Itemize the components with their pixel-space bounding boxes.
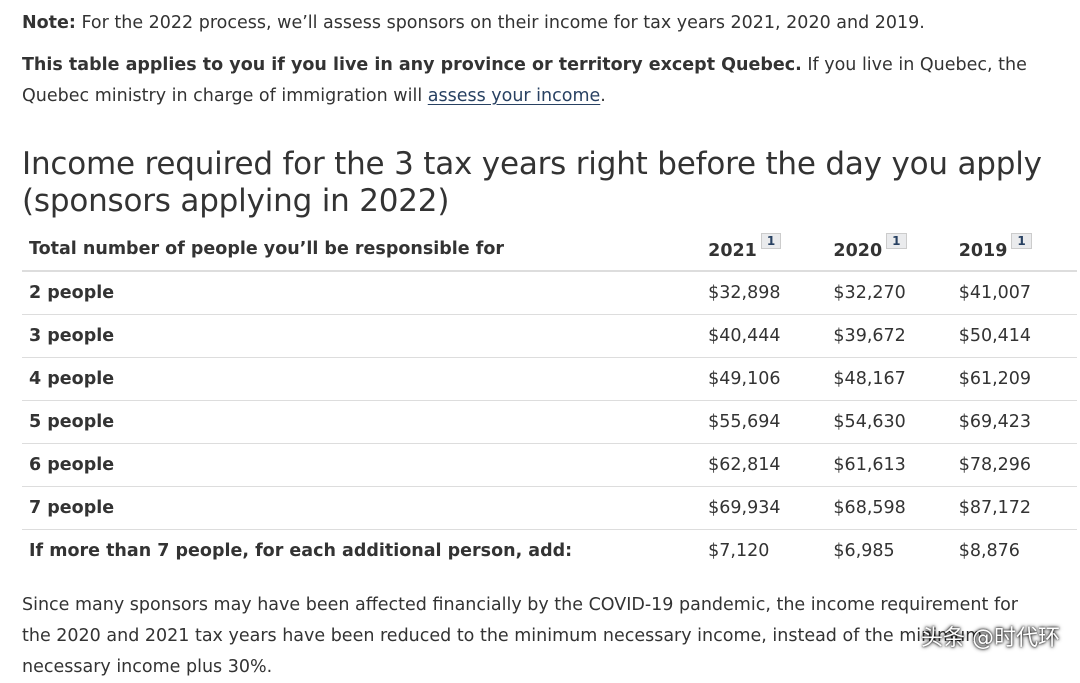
cell-2020: $32,270 [833, 283, 906, 303]
assess-income-link[interactable]: assess your income [427, 86, 601, 106]
row-label: 5 people [29, 412, 115, 432]
cell-2021: $69,934 [708, 498, 781, 518]
year-label: 2019 [958, 240, 1008, 261]
cell-2020: $61,613 [833, 455, 906, 475]
table-row: 3 people $40,444 $39,672 $50,414 [22, 315, 1077, 358]
header-year-2019: 2019 1 [951, 228, 1077, 272]
applies-paragraph: This table applies to you if you live in… [22, 50, 1052, 112]
table-row: If more than 7 people, for each addition… [22, 530, 1077, 573]
footnote-link[interactable]: 1 [886, 233, 907, 250]
year-label: 2021 [708, 240, 757, 261]
page-title: Income required for the 3 tax years righ… [22, 146, 1042, 219]
cell-2021: $32,898 [708, 283, 781, 303]
header-year-2021: 2021 1 [701, 228, 827, 272]
covid-paragraph: Since many sponsors may have been affect… [22, 595, 1019, 677]
note-label: Note: [22, 13, 76, 33]
cell-2019: $69,423 [958, 412, 1032, 432]
cell-2019: $61,209 [958, 369, 1032, 389]
applies-end: . [600, 86, 606, 106]
applies-bold-text: This table applies to you if you live in… [22, 55, 802, 75]
row-label: 2 people [29, 283, 115, 303]
note-text: For the 2022 process, we’ll assess spons… [75, 13, 925, 33]
table-row: 2 people $32,898 $32,270 $41,007 [22, 271, 1077, 315]
cell-2019: $8,876 [958, 541, 1020, 561]
cell-2021: $40,444 [708, 326, 781, 346]
cell-2021: $55,694 [708, 412, 781, 432]
row-label: 6 people [29, 455, 115, 475]
row-label: If more than 7 people, for each addition… [29, 541, 573, 561]
table-header-row: Total number of people you’ll be respons… [22, 228, 1077, 272]
header-year-2020: 2020 1 [826, 228, 952, 272]
table-row: 4 people $49,106 $48,167 $61,209 [22, 358, 1077, 401]
table-row: 6 people $62,814 $61,613 $78,296 [22, 444, 1077, 487]
cell-2020: $6,985 [833, 541, 895, 561]
cell-2020: $39,672 [833, 326, 906, 346]
note-paragraph: Note: For the 2022 process, we’ll assess… [22, 8, 925, 39]
cell-2019: $50,414 [958, 326, 1032, 346]
cell-2019: $87,172 [958, 498, 1032, 518]
footnote-link[interactable]: 1 [760, 233, 782, 250]
applies-text: If you live in Quebec, the Quebec minist… [22, 55, 1027, 106]
income-table: Total number of people you’ll be respons… [22, 228, 1077, 572]
cell-2020: $68,598 [833, 498, 906, 518]
row-label: 7 people [29, 498, 115, 518]
header-people: Total number of people you’ll be respons… [22, 228, 702, 272]
cell-2019: $41,007 [958, 283, 1032, 303]
row-label: 4 people [29, 369, 115, 389]
row-label: 3 people [29, 326, 115, 346]
footnote-link[interactable]: 1 [1011, 233, 1032, 250]
cell-2019: $78,296 [958, 455, 1032, 475]
cell-2021: $7,120 [708, 541, 770, 561]
cell-2021: $49,106 [708, 369, 781, 389]
watermark-text: 头条 @时代环 [921, 626, 1060, 651]
year-label: 2020 [833, 240, 883, 261]
cell-2020: $48,167 [833, 369, 906, 389]
cell-2021: $62,814 [708, 455, 781, 475]
table-row: 7 people $69,934 $68,598 $87,172 [22, 487, 1077, 530]
table-row: 5 people $55,694 $54,630 $69,423 [22, 401, 1077, 444]
cell-2020: $54,630 [833, 412, 906, 432]
